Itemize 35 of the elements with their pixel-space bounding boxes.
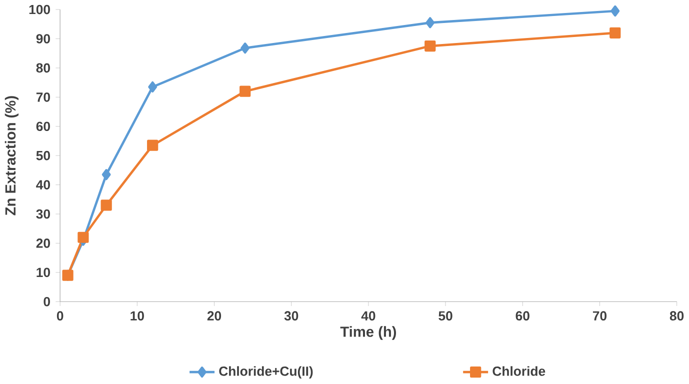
x-axis-title: Time (h) [340, 326, 396, 340]
point [147, 140, 158, 152]
x-tick-label: 70 [592, 311, 606, 321]
y-tick-label: 0 [44, 297, 50, 306]
y-tick-label: 70 [36, 92, 50, 102]
y-tick-label: 80 [36, 63, 50, 73]
point [424, 40, 436, 52]
x-tick-label: 20 [207, 311, 222, 321]
x-tick-label: 40 [361, 311, 376, 321]
x-tick-label: 0 [56, 311, 64, 321]
legend-label: Chloride [492, 366, 546, 376]
point [610, 6, 620, 17]
y-tick-label: 30 [36, 209, 50, 219]
x-tick-label: 30 [284, 311, 298, 321]
x-tick-label: 10 [130, 311, 144, 321]
point [100, 200, 112, 211]
x-tick-label: 50 [438, 311, 452, 321]
legend-label: Chloride+Cu(II) [219, 366, 313, 379]
y-tick-label: 20 [36, 238, 50, 248]
point [610, 27, 621, 39]
x-tick-label: 80 [670, 311, 684, 321]
y-axis-title: Zn Extraction (%) [4, 96, 19, 216]
y-tick-label: 60 [36, 122, 50, 132]
y-tick-label: 100 [29, 4, 50, 14]
point [102, 169, 111, 180]
y-tick-label: 40 [36, 180, 50, 190]
point [426, 17, 435, 28]
y-tick-label: 10 [36, 268, 50, 278]
point [78, 232, 89, 244]
point [148, 81, 158, 93]
y-tick-label: 50 [36, 151, 50, 160]
point [240, 86, 251, 97]
point [240, 42, 250, 54]
y-tick-label: 90 [36, 34, 50, 44]
x-tick-label: 60 [516, 311, 530, 321]
